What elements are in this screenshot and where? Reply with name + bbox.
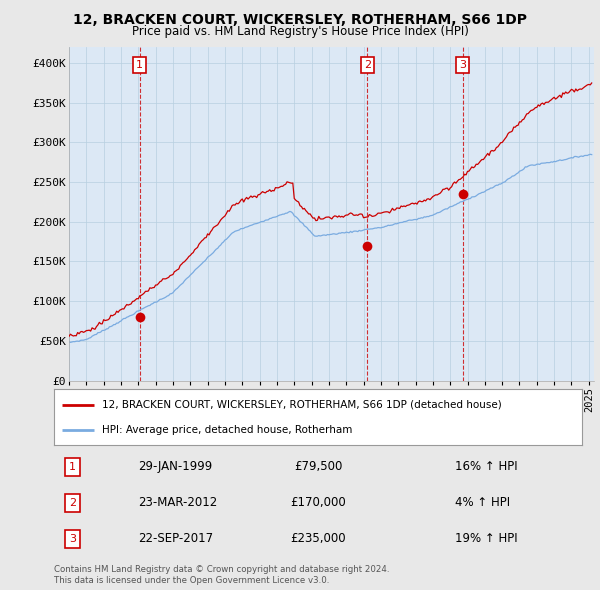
Text: 22-SEP-2017: 22-SEP-2017 (139, 533, 214, 546)
Text: £79,500: £79,500 (294, 460, 342, 473)
Text: This data is licensed under the Open Government Licence v3.0.: This data is licensed under the Open Gov… (54, 576, 329, 585)
Text: 2: 2 (364, 60, 371, 70)
Text: 1: 1 (136, 60, 143, 70)
Text: Contains HM Land Registry data © Crown copyright and database right 2024.: Contains HM Land Registry data © Crown c… (54, 565, 389, 574)
Text: £170,000: £170,000 (290, 496, 346, 510)
Text: 12, BRACKEN COURT, WICKERSLEY, ROTHERHAM, S66 1DP: 12, BRACKEN COURT, WICKERSLEY, ROTHERHAM… (73, 13, 527, 27)
Text: 2: 2 (69, 498, 76, 508)
Text: 3: 3 (69, 534, 76, 544)
Text: 3: 3 (459, 60, 466, 70)
Text: 4% ↑ HPI: 4% ↑ HPI (455, 496, 511, 510)
Text: HPI: Average price, detached house, Rotherham: HPI: Average price, detached house, Roth… (101, 425, 352, 435)
Text: £235,000: £235,000 (290, 533, 346, 546)
Text: 16% ↑ HPI: 16% ↑ HPI (455, 460, 518, 473)
Text: Price paid vs. HM Land Registry's House Price Index (HPI): Price paid vs. HM Land Registry's House … (131, 25, 469, 38)
Text: 23-MAR-2012: 23-MAR-2012 (139, 496, 218, 510)
Text: 19% ↑ HPI: 19% ↑ HPI (455, 533, 518, 546)
Text: 12, BRACKEN COURT, WICKERSLEY, ROTHERHAM, S66 1DP (detached house): 12, BRACKEN COURT, WICKERSLEY, ROTHERHAM… (101, 399, 501, 409)
Text: 29-JAN-1999: 29-JAN-1999 (139, 460, 213, 473)
Text: 1: 1 (69, 462, 76, 472)
